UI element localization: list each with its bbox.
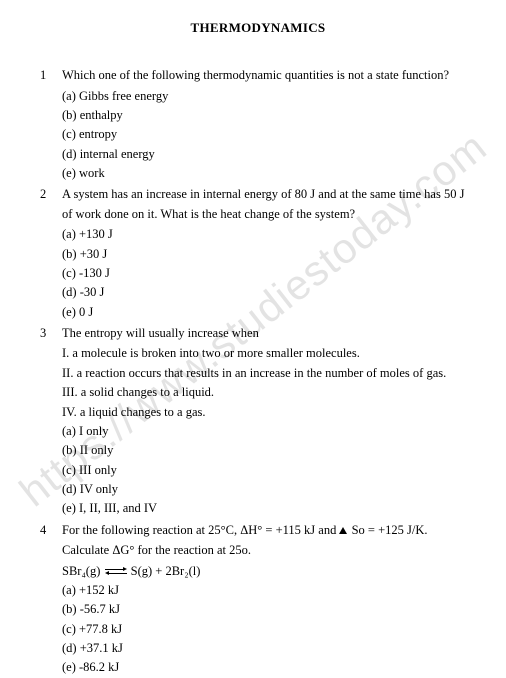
- option-e: (e) -86.2 kJ: [62, 658, 476, 677]
- question-number: 2: [40, 185, 62, 322]
- question-text: For the following reaction at 25°C, ΔH° …: [62, 521, 476, 540]
- option-e: (e) work: [62, 164, 476, 183]
- statement-4: IV. a liquid changes to a gas.: [62, 403, 476, 422]
- option-b: (b) II only: [62, 441, 476, 460]
- page-title: THERMODYNAMICS: [40, 18, 476, 38]
- option-e: (e) I, II, III, and IV: [62, 499, 476, 518]
- question-text: Which one of the following thermodynamic…: [62, 66, 476, 85]
- option-d: (d) +37.1 kJ: [62, 639, 476, 658]
- question-number: 4: [40, 521, 62, 678]
- option-a: (a) Gibbs free energy: [62, 87, 476, 106]
- eq-right: S(g) + 2Br₂(l): [128, 564, 201, 578]
- question-2: 2 A system has an increase in internal e…: [40, 185, 476, 322]
- option-d: (d) IV only: [62, 480, 476, 499]
- option-e: (e) 0 J: [62, 303, 476, 322]
- option-c: (c) III only: [62, 461, 476, 480]
- question-4: 4 For the following reaction at 25°C, ΔH…: [40, 521, 476, 678]
- q4-text-pre: For the following reaction at 25°C, ΔH° …: [62, 523, 339, 537]
- statement-1: I. a molecule is broken into two or more…: [62, 344, 476, 363]
- eq-left: SBr₄(g): [62, 564, 104, 578]
- option-b: (b) +30 J: [62, 245, 476, 264]
- question-text-2: Calculate ΔG° for the reaction at 25o.: [62, 541, 476, 560]
- question-text: The entropy will usually increase when: [62, 324, 476, 343]
- delta-triangle-icon: [339, 527, 347, 534]
- option-c: (c) +77.8 kJ: [62, 620, 476, 639]
- option-d: (d) internal energy: [62, 145, 476, 164]
- option-a: (a) I only: [62, 422, 476, 441]
- option-b: (b) enthalpy: [62, 106, 476, 125]
- question-body: A system has an increase in internal ene…: [62, 185, 476, 322]
- option-d: (d) -30 J: [62, 283, 476, 302]
- option-a: (a) +152 kJ: [62, 581, 476, 600]
- question-3: 3 The entropy will usually increase when…: [40, 324, 476, 519]
- statement-2: II. a reaction occurs that results in an…: [62, 364, 476, 383]
- question-body: For the following reaction at 25°C, ΔH° …: [62, 521, 476, 678]
- question-body: Which one of the following thermodynamic…: [62, 66, 476, 183]
- q4-text-post: So = +125 J/K.: [348, 523, 427, 537]
- option-b: (b) -56.7 kJ: [62, 600, 476, 619]
- question-number: 1: [40, 66, 62, 183]
- option-c: (c) -130 J: [62, 264, 476, 283]
- equation: SBr₄(g) S(g) + 2Br₂(l): [62, 562, 476, 581]
- question-number: 3: [40, 324, 62, 519]
- option-a: (a) +130 J: [62, 225, 476, 244]
- option-c: (c) entropy: [62, 125, 476, 144]
- question-body: The entropy will usually increase when I…: [62, 324, 476, 519]
- statement-3: III. a solid changes to a liquid.: [62, 383, 476, 402]
- question-1: 1 Which one of the following thermodynam…: [40, 66, 476, 183]
- question-text: A system has an increase in internal ene…: [62, 185, 476, 224]
